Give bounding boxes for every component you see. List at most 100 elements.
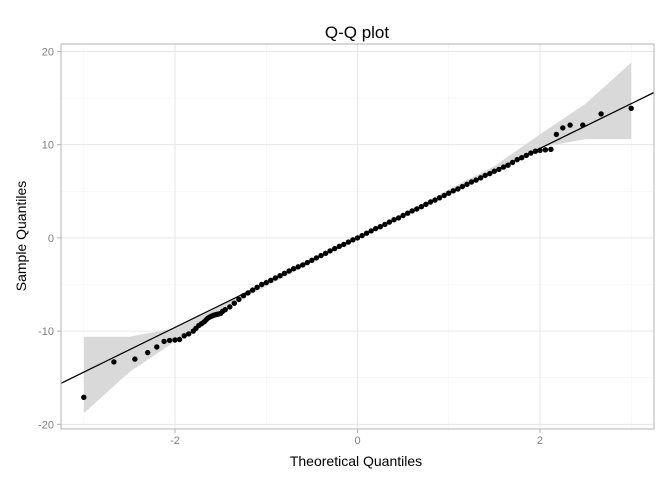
data-point [523, 152, 529, 159]
data-point [322, 250, 329, 256]
data-point [368, 228, 374, 234]
data-point [277, 273, 283, 279]
data-point [236, 296, 242, 303]
data-point [450, 188, 456, 194]
data-point [418, 204, 425, 210]
data-point [455, 186, 461, 192]
data-point [286, 268, 292, 274]
data-point [318, 252, 324, 259]
data-point [491, 168, 497, 174]
data-point [359, 232, 365, 239]
data-point [268, 277, 274, 283]
y-tick-label: 0 [48, 233, 54, 245]
chart-title: Q-Q plot [325, 23, 390, 42]
data-point [436, 195, 443, 201]
data-point [598, 111, 604, 117]
data-point [327, 248, 333, 254]
data-point [172, 337, 178, 343]
data-point [432, 197, 438, 203]
data-point [459, 183, 466, 190]
data-point [446, 190, 452, 196]
data-point [132, 356, 138, 362]
data-point [186, 331, 192, 337]
data-point [332, 245, 338, 252]
y-tick-label: -10 [38, 326, 54, 338]
data-point [496, 166, 502, 173]
y-axis-title: Sample Quantiles [13, 181, 29, 292]
data-point [377, 224, 383, 230]
x-tick-label: 0 [354, 435, 360, 447]
data-point [400, 212, 406, 219]
data-point [528, 150, 534, 156]
data-point [354, 235, 361, 241]
data-point [259, 281, 265, 288]
data-point [345, 239, 352, 245]
data-point [254, 284, 260, 290]
data-point [427, 199, 434, 205]
data-point [560, 125, 566, 131]
data-point [161, 338, 167, 345]
data-point [145, 349, 151, 356]
data-point [300, 262, 306, 268]
data-point [154, 344, 160, 350]
data-point [176, 336, 183, 343]
data-point [532, 148, 539, 154]
data-point [304, 259, 310, 266]
data-point [313, 255, 320, 261]
data-point [281, 270, 288, 276]
data-point [245, 290, 251, 296]
data-point [231, 300, 237, 306]
data-point [414, 206, 420, 212]
data-point [391, 217, 397, 223]
data-point [409, 208, 415, 214]
data-point [628, 105, 634, 112]
data-point [363, 230, 370, 236]
data-point [227, 304, 233, 310]
data-point [567, 122, 573, 128]
data-point [487, 170, 493, 177]
data-point [580, 122, 586, 128]
x-tick-label: 2 [537, 435, 543, 447]
data-point [341, 241, 347, 248]
data-point [423, 201, 429, 207]
data-point [405, 210, 411, 216]
data-point [509, 159, 516, 166]
data-point [542, 147, 549, 153]
data-point [181, 333, 187, 339]
data-point [309, 257, 315, 263]
data-point [478, 175, 484, 181]
data-point [81, 394, 87, 400]
data-point [373, 225, 379, 232]
data-point [290, 266, 297, 272]
data-point [222, 307, 228, 313]
data-point [500, 164, 507, 170]
data-point [350, 237, 356, 243]
data-point [382, 221, 388, 228]
data-point [505, 162, 511, 168]
data-point [548, 146, 554, 152]
y-tick-label: 10 [42, 140, 54, 152]
data-point [464, 181, 470, 187]
data-point [482, 172, 488, 179]
data-point [395, 215, 402, 221]
data-point [263, 279, 269, 286]
data-point [240, 293, 247, 299]
y-tick-label: -20 [38, 419, 54, 431]
data-point [386, 219, 393, 225]
data-point [473, 177, 479, 183]
data-point [336, 243, 342, 249]
data-point [272, 275, 279, 281]
data-point [514, 156, 520, 163]
x-tick-label: -2 [170, 435, 180, 447]
y-tick-label: 20 [42, 46, 54, 58]
data-point [295, 264, 301, 270]
x-axis-title: Theoretical Quantiles [290, 453, 422, 469]
data-point [519, 155, 525, 161]
data-points-group [81, 105, 634, 400]
data-point [111, 359, 117, 365]
data-point [468, 179, 475, 185]
data-point [537, 147, 543, 153]
